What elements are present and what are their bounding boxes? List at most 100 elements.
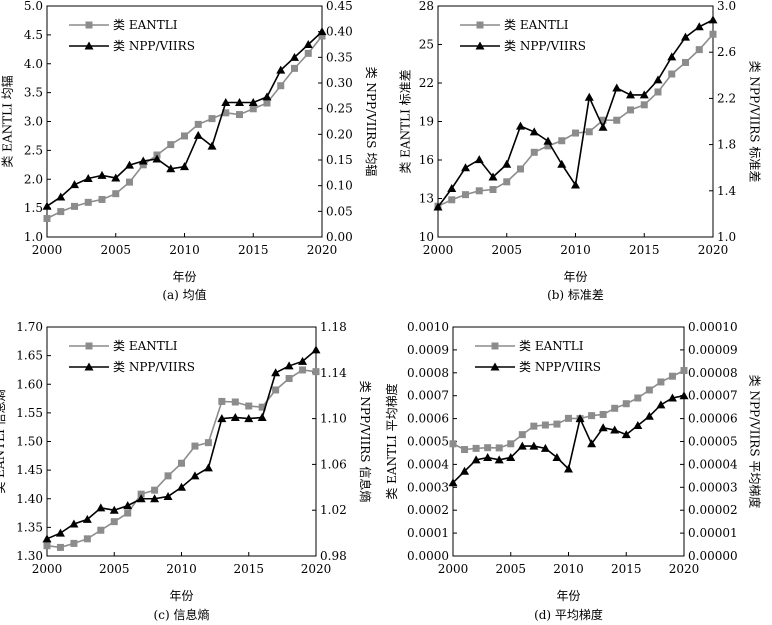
x-axis-title: 年份 <box>169 589 193 603</box>
data-point <box>634 394 642 402</box>
y-left-tick-label: 1.0 <box>24 230 43 244</box>
x-tick-label: 2020 <box>307 243 338 257</box>
y-left-tick-label: 0.0008 <box>407 366 449 380</box>
y-left-axis-title: 类 EANTLI 信息熵 <box>0 389 7 493</box>
legend-entry-1: 类 NPP/VIIRS <box>460 39 586 53</box>
data-point <box>626 90 635 99</box>
data-point <box>640 101 648 109</box>
data-point <box>611 404 619 412</box>
legend-label: 类 EANTLI <box>519 339 584 353</box>
data-point <box>543 136 553 145</box>
data-point <box>164 472 172 480</box>
y-left-tick-label: 16 <box>419 153 434 167</box>
data-point <box>447 183 457 192</box>
y-right-tick-label: 0.40 <box>326 25 353 39</box>
data-point <box>271 368 281 377</box>
y-right-tick-label: 1.0 <box>717 230 736 244</box>
y-left-tick-label: 1.55 <box>16 406 43 420</box>
y-right-tick-label: 0.15 <box>326 153 353 167</box>
legend-entry-1: 类 NPP/VIIRS <box>69 39 195 53</box>
panel-caption: (c) 信息熵 <box>154 607 210 622</box>
y-left-tick-label: 3.0 <box>24 115 43 129</box>
data-point <box>494 455 504 464</box>
legend-marker <box>85 342 93 350</box>
data-point <box>471 455 481 464</box>
data-point <box>56 543 64 551</box>
data-point <box>181 132 188 140</box>
y-right-tick-label: 0.00010 <box>688 320 738 334</box>
data-point <box>544 142 552 150</box>
legend-marker <box>475 41 485 50</box>
chart-panel-0: 2000 2005 2010 2015 2020 1.0 1.5 2.0 2.5 3.0 3.5 4.… <box>0 0 379 302</box>
data-point <box>633 420 643 429</box>
y-right-tick-label: 1.4 <box>717 184 736 198</box>
data-point <box>668 372 676 380</box>
x-tick-label: 2000 <box>32 243 63 257</box>
x-axis-title: 年份 <box>172 270 196 284</box>
data-point <box>71 202 78 210</box>
data-point <box>552 453 562 462</box>
data-point <box>311 345 321 354</box>
data-point <box>137 490 145 498</box>
data-point <box>221 98 231 107</box>
data-point <box>599 410 607 418</box>
data-point <box>541 421 549 429</box>
legend-label: 类 NPP/VIIRS <box>504 39 586 53</box>
y-left-tick-label: 0.0004 <box>407 457 449 471</box>
data-point <box>644 411 654 420</box>
data-point <box>57 208 65 216</box>
data-point <box>111 173 121 182</box>
y-right-tick-label: 0.00009 <box>688 343 738 357</box>
data-point <box>587 439 597 448</box>
y-right-tick-label: 0.35 <box>326 50 353 64</box>
data-point <box>682 58 689 66</box>
data-point <box>190 471 200 480</box>
y-right-tick-label: 1.18 <box>320 320 347 334</box>
data-point <box>645 386 653 394</box>
data-point <box>244 414 254 423</box>
x-tick-label: 2000 <box>423 243 454 257</box>
data-point <box>82 514 92 523</box>
data-point <box>484 444 492 452</box>
data-point <box>126 178 133 186</box>
data-point <box>461 163 470 172</box>
y-right-tick-label: 1.14 <box>320 366 347 380</box>
data-point <box>193 130 203 139</box>
data-point <box>163 491 173 500</box>
data-point <box>558 137 566 145</box>
data-point <box>97 526 105 534</box>
series-npp-viirs <box>42 345 321 543</box>
y-right-axis-title: 类 NPP/VIIRS 均辐 <box>364 67 379 177</box>
data-point <box>448 196 456 204</box>
data-point <box>110 518 118 526</box>
data-point <box>136 494 146 503</box>
data-point <box>70 539 78 547</box>
data-point <box>462 191 469 199</box>
data-point <box>502 159 512 168</box>
y-left-tick-label: 0.0000 <box>407 549 449 563</box>
y-left-tick-label: 1.35 <box>16 520 43 534</box>
data-point <box>599 116 607 124</box>
y-left-tick-label: 1.5 <box>24 201 43 215</box>
y-right-tick-label: 0.10 <box>326 179 353 193</box>
data-point <box>613 116 621 124</box>
x-tick-label: 2015 <box>611 562 642 576</box>
data-point <box>474 155 484 164</box>
data-point <box>318 32 326 40</box>
data-point <box>530 148 538 156</box>
data-point <box>694 22 704 31</box>
data-point <box>585 128 593 136</box>
panel-caption: (a) 均值 <box>162 287 206 302</box>
data-point <box>529 127 539 136</box>
data-point <box>517 165 524 173</box>
data-point <box>138 156 148 165</box>
y-right-tick-label: 0.00007 <box>688 389 738 403</box>
data-point <box>681 32 690 41</box>
data-point <box>565 414 572 422</box>
x-tick-label: 2000 <box>32 562 63 576</box>
x-tick-label: 2015 <box>233 562 264 576</box>
y-right-tick-label: 1.02 <box>320 503 347 517</box>
legend-label: 类 EANTLI <box>113 18 178 32</box>
data-point <box>125 160 134 169</box>
